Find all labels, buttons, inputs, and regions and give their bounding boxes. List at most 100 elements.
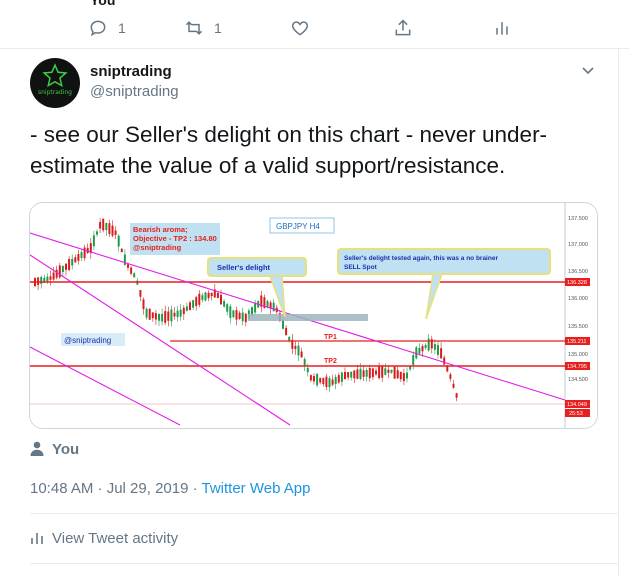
- candle-body: [269, 302, 272, 309]
- bearish-callout-line2: Objective - TP2 : 134.80: [133, 234, 217, 243]
- author-name[interactable]: sniptrading: [90, 63, 172, 80]
- seller-zone: [248, 314, 368, 321]
- retweet-button[interactable]: 1: [184, 14, 222, 42]
- candle-body: [158, 313, 160, 321]
- candle-body: [68, 258, 71, 270]
- like-button[interactable]: [290, 14, 310, 42]
- candle-body: [455, 393, 458, 398]
- price-tick-0: 137.500: [568, 216, 588, 222]
- candle-body: [449, 374, 452, 379]
- candle-body: [52, 272, 55, 280]
- candle-body: [260, 295, 263, 307]
- price-tick-5: 135.000: [568, 352, 588, 358]
- candle-body: [55, 269, 58, 278]
- analytics-icon: [31, 533, 43, 544]
- candle-body: [40, 277, 43, 284]
- candle-body: [350, 371, 353, 378]
- tag-timer: 25:53: [569, 411, 583, 417]
- candle-body: [117, 235, 120, 247]
- candle-body: [58, 265, 61, 278]
- share-icon: [395, 19, 411, 36]
- chart-title-box: [269, 217, 335, 234]
- timestamp[interactable]: 10:48 AM · Jul 29, 2019 ·: [30, 480, 202, 497]
- candle-body: [74, 257, 77, 263]
- candle-body: [359, 368, 362, 379]
- price-tick-4: 135.500: [568, 324, 588, 330]
- candle-body: [378, 366, 381, 379]
- candle-body: [99, 221, 102, 229]
- candle-body: [313, 376, 315, 382]
- candle-body: [356, 369, 359, 379]
- retweeted-by-label: You: [52, 440, 80, 458]
- candle-body: [232, 310, 235, 318]
- retweeted-by[interactable]: You: [30, 439, 79, 459]
- candle-body: [220, 294, 222, 305]
- price-tick-2: 136.500: [568, 269, 588, 275]
- candle-body: [427, 338, 430, 351]
- candle-body: [108, 223, 111, 235]
- candle-body: [241, 312, 244, 322]
- candle-body: [207, 292, 210, 299]
- candle-body: [195, 297, 198, 307]
- candle-body: [393, 366, 396, 379]
- tested-callout-line2: SELL Spot: [344, 264, 378, 271]
- candle-body: [43, 277, 46, 282]
- candle-body: [334, 377, 337, 384]
- avatar-text: sniptrading: [38, 89, 72, 96]
- divider: [30, 563, 618, 564]
- tp2-label: TP2: [324, 358, 337, 365]
- candle-body: [133, 273, 136, 278]
- candle-body: [226, 304, 229, 312]
- candle-body: [161, 313, 164, 322]
- tested-callout-line1: Seller's delight tested again, this was …: [344, 255, 498, 262]
- chevron-down-icon[interactable]: [580, 64, 596, 78]
- view-tweet-activity[interactable]: View Tweet activity: [30, 527, 178, 549]
- channel-middle: [30, 254, 291, 426]
- candle-body: [96, 231, 98, 235]
- candle-body: [229, 306, 232, 318]
- candle-body: [213, 289, 216, 298]
- candle-body: [127, 264, 129, 268]
- candle-body: [61, 266, 64, 273]
- candle-body: [173, 312, 176, 317]
- candle-body: [306, 367, 309, 373]
- tested-callout-pointer: [425, 273, 444, 320]
- channel-lower: [30, 346, 181, 426]
- candle-body: [176, 310, 179, 318]
- candle-body: [77, 254, 80, 261]
- tag-tp1: 135.211: [567, 339, 586, 345]
- candle-body: [164, 311, 167, 323]
- candle-body: [288, 336, 291, 341]
- candle-body: [412, 355, 415, 365]
- candle-body: [415, 347, 418, 359]
- seller-callout-pointer: [268, 275, 286, 318]
- avatar[interactable]: sniptrading: [30, 58, 80, 108]
- reply-icon: [90, 20, 106, 37]
- candle-body: [216, 293, 219, 299]
- tweet-meta: 10:48 AM · Jul 29, 2019 · Twitter Web Ap…: [30, 480, 310, 497]
- candle-body: [406, 372, 408, 379]
- price-chart: Bearish aroma; Objective - TP2 : 134.80 …: [30, 203, 597, 428]
- candle-body: [409, 366, 412, 370]
- chart-image[interactable]: Bearish aroma; Objective - TP2 : 134.80 …: [29, 202, 598, 429]
- candle-body: [300, 351, 303, 358]
- divider: [30, 513, 618, 514]
- tweet-text: - see our Seller's delight on this chart…: [30, 122, 548, 178]
- candle-body: [139, 290, 142, 297]
- candle-body: [421, 346, 424, 352]
- share-button[interactable]: [393, 14, 413, 42]
- candle-body: [396, 370, 399, 379]
- source-link[interactable]: Twitter Web App: [201, 480, 311, 497]
- candle-body: [105, 223, 108, 231]
- candle-body: [337, 375, 340, 383]
- analytics-button[interactable]: [492, 14, 512, 42]
- candle-body: [189, 302, 191, 311]
- reply-button[interactable]: 1: [88, 14, 126, 42]
- candle-body: [123, 254, 126, 265]
- tested-callout-box: [337, 248, 551, 275]
- author-handle[interactable]: @sniptrading: [90, 83, 179, 100]
- candle-body: [185, 306, 188, 311]
- divider: [0, 48, 629, 49]
- heart-icon: [291, 21, 309, 36]
- candle-body: [375, 370, 377, 375]
